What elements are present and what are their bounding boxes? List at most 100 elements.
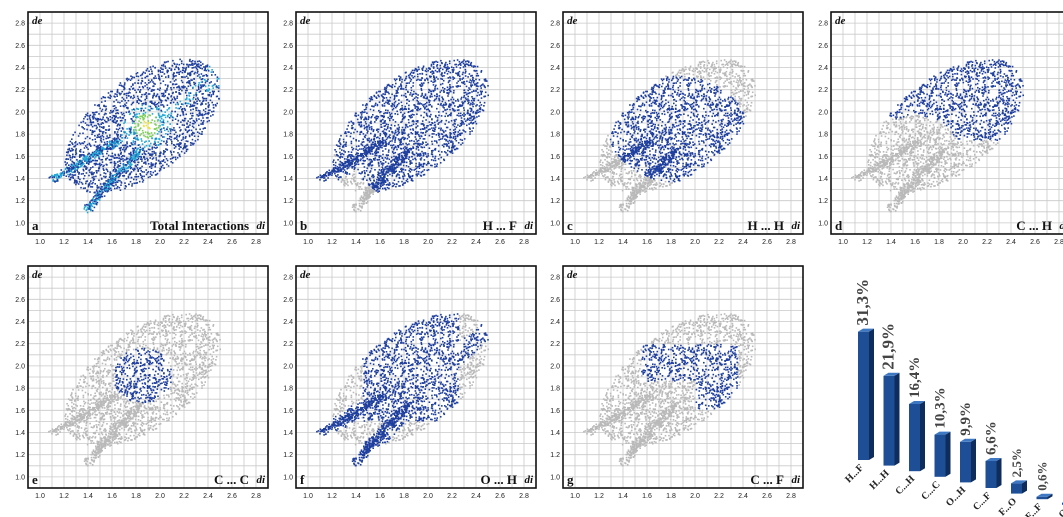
fingerprint-point	[145, 92, 147, 94]
fingerprint-point	[204, 66, 207, 68]
fingerprint-point	[410, 139, 413, 142]
fingerprint-point	[390, 165, 393, 168]
fingerprint-point	[85, 209, 88, 212]
fingerprint-point	[163, 136, 166, 138]
fingerprint-point	[125, 167, 127, 170]
fingerprint-point	[78, 163, 80, 166]
fingerprint-point	[111, 152, 114, 155]
fingerprint-point	[187, 140, 189, 143]
fingerprint-point	[164, 61, 166, 64]
fingerprint-point	[190, 109, 192, 111]
fingerprint-point	[402, 178, 405, 180]
fingerprint-point	[345, 171, 347, 173]
fingerprint-point	[416, 145, 419, 148]
fingerprint-point	[188, 60, 191, 62]
fingerprint-point	[160, 110, 163, 113]
fingerprint-point	[71, 143, 74, 145]
fingerprint-point	[86, 143, 89, 146]
fingerprint-point	[99, 107, 101, 110]
fingerprint-point	[413, 69, 416, 72]
fingerprint-point	[359, 111, 362, 114]
fingerprint-point	[152, 97, 154, 99]
fingerprint-point	[394, 121, 397, 123]
fingerprint-point	[427, 128, 430, 131]
fingerprint-point	[65, 163, 67, 166]
fingerprint-point	[375, 181, 378, 183]
fingerprint-point	[93, 144, 96, 147]
fingerprint-point	[108, 158, 111, 161]
fingerprint-point	[347, 184, 349, 187]
fingerprint-point	[93, 206, 96, 209]
fingerprint-point	[73, 145, 75, 148]
fingerprint-point	[89, 118, 91, 121]
fingerprint-point	[92, 172, 94, 175]
fingerprint-point	[174, 118, 177, 120]
fingerprint-point	[197, 109, 200, 112]
fingerprint-point	[340, 180, 343, 182]
fingerprint-point	[115, 157, 117, 159]
fingerprint-point	[445, 103, 448, 106]
fingerprint-point	[467, 98, 469, 100]
fingerprint-point	[80, 155, 82, 157]
fingerprint-point	[346, 165, 348, 168]
fingerprint-point	[431, 127, 433, 129]
fingerprint-point	[392, 152, 395, 155]
fingerprint-point	[116, 141, 118, 144]
fingerprint-point	[368, 165, 370, 167]
fingerprint-point	[130, 155, 133, 158]
fingerprint-point	[212, 104, 215, 106]
fingerprint-point	[385, 87, 388, 90]
fingerprint-point	[372, 187, 374, 189]
fingerprint-point	[138, 144, 141, 146]
fingerprint-point	[412, 93, 415, 95]
fingerprint-point	[204, 89, 207, 92]
fingerprint-point	[172, 59, 174, 62]
fingerprint-point	[415, 148, 418, 150]
fingerprint-point	[449, 113, 451, 116]
fingerprint-point	[123, 144, 126, 147]
fingerprint-point	[388, 136, 390, 138]
fingerprint-point	[377, 136, 379, 138]
fingerprint-point	[409, 171, 412, 173]
fingerprint-point	[384, 148, 387, 150]
fingerprint-point	[164, 150, 166, 153]
fingerprint-point	[172, 83, 174, 86]
fingerprint-point	[123, 167, 126, 169]
fingerprint-point	[107, 190, 110, 192]
fingerprint-point	[97, 154, 99, 156]
fingerprint-point	[447, 88, 450, 91]
fingerprint-point	[129, 180, 132, 183]
fingerprint-point	[442, 130, 445, 133]
fingerprint-point	[112, 170, 115, 172]
fingerprint-point	[374, 184, 377, 186]
fingerprint-point	[143, 171, 145, 173]
fingerprint-point	[81, 183, 84, 185]
fingerprint-point	[98, 166, 100, 169]
fingerprint-point	[116, 141, 119, 143]
fingerprint-point	[117, 112, 120, 115]
fingerprint-point	[117, 137, 119, 139]
fingerprint-point	[91, 154, 93, 157]
fingerprint-point	[155, 147, 157, 149]
fingerprint-point	[379, 172, 381, 174]
fingerprint-point	[339, 147, 341, 150]
fingerprint-point	[98, 158, 101, 160]
fingerprint-point	[476, 82, 479, 84]
fingerprint-point	[152, 95, 154, 98]
fingerprint-point	[415, 165, 417, 167]
fingerprint-point	[170, 128, 172, 131]
fingerprint-point	[421, 94, 423, 96]
fingerprint-point	[51, 174, 53, 177]
fingerprint-point	[155, 152, 157, 154]
fingerprint-point	[359, 197, 362, 199]
fingerprint-point	[430, 75, 432, 78]
fingerprint-point	[202, 117, 204, 119]
fingerprint-point	[374, 116, 376, 119]
fingerprint-point	[461, 142, 464, 144]
fingerprint-point	[105, 132, 107, 134]
fingerprint-point	[398, 139, 401, 142]
fingerprint-point	[339, 160, 341, 163]
fingerprint-point	[454, 137, 457, 140]
fingerprint-point	[393, 105, 396, 108]
fingerprint-point	[391, 185, 394, 188]
